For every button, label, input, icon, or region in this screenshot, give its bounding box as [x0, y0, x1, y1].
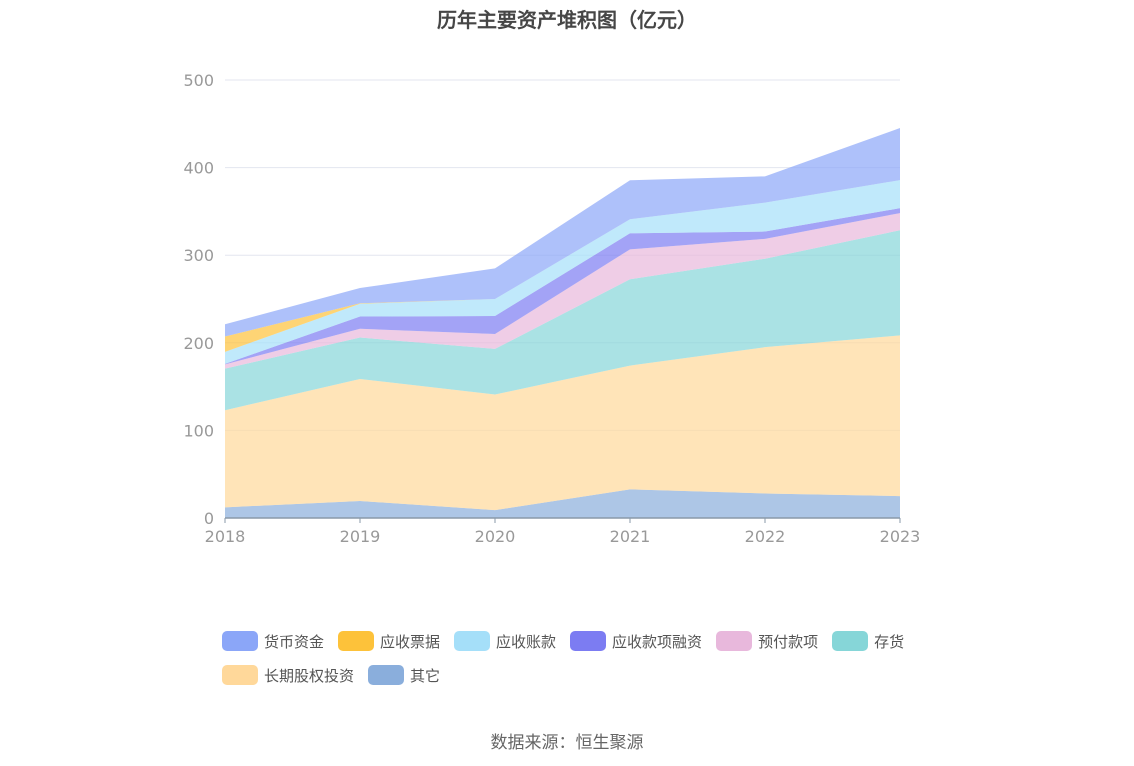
legend-item[interactable]: 预付款项: [716, 630, 818, 652]
x-tick-label: 2018: [205, 527, 246, 546]
y-tick-label: 300: [183, 246, 214, 265]
legend-label: 应收票据: [380, 632, 441, 651]
area-预付款项: [225, 213, 900, 369]
x-tick-label: 2020: [475, 527, 516, 546]
area-其它: [225, 489, 900, 518]
legend-label: 应收款项融资: [612, 632, 703, 651]
legend: 货币资金 应收票据 应收账款 应收款项融资 预付款项 存货长期股权投资 其它: [222, 630, 942, 698]
legend-item[interactable]: 其它: [368, 664, 440, 686]
x-tick-label: 2021: [610, 527, 651, 546]
data-source: 数据来源：恒生聚源: [490, 733, 644, 753]
legend-swatch: [832, 631, 869, 651]
legend-label: 货币资金: [264, 632, 325, 651]
legend-label: 存货: [874, 632, 905, 651]
legend-item[interactable]: 存货: [832, 630, 904, 652]
y-tick-label: 0: [204, 509, 214, 528]
area-应收账款: [225, 180, 900, 364]
area-长期股权投资: [225, 335, 900, 511]
legend-swatch: [716, 631, 753, 651]
legend-swatch: [454, 631, 491, 651]
legend-item[interactable]: 货币资金: [222, 630, 324, 652]
legend-label: 预付款项: [758, 632, 819, 651]
legend-item[interactable]: 应收票据: [338, 630, 440, 652]
legend-swatch: [570, 631, 607, 651]
legend-item[interactable]: 应收账款: [454, 630, 556, 652]
chart-title: 历年主要资产堆积图（亿元）: [437, 8, 697, 32]
y-tick-label: 200: [183, 334, 214, 353]
y-tick-label: 500: [183, 71, 214, 90]
area-存货: [225, 230, 900, 411]
legend-swatch: [338, 631, 375, 651]
area-货币资金: [225, 128, 900, 337]
x-tick-label: 2023: [880, 527, 921, 546]
y-tick-label: 100: [183, 421, 214, 440]
area-应收款项融资: [225, 208, 900, 365]
x-tick-label: 2019: [340, 527, 381, 546]
legend-swatch: [222, 631, 258, 651]
y-tick-label: 400: [183, 159, 214, 178]
legend-label: 其它: [410, 666, 441, 685]
legend-swatch: [222, 665, 258, 685]
legend-item[interactable]: 长期股权投资: [222, 664, 354, 686]
legend-label: 长期股权投资: [264, 666, 355, 685]
legend-swatch: [368, 665, 405, 685]
legend-item[interactable]: 应收款项融资: [570, 630, 702, 652]
legend-label: 应收账款: [496, 632, 557, 651]
x-tick-label: 2022: [745, 527, 786, 546]
